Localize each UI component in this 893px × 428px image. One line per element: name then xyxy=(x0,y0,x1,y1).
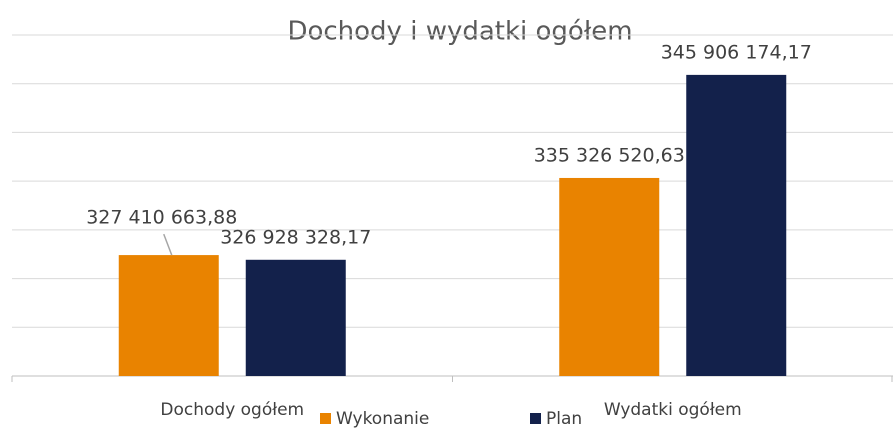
bar xyxy=(245,259,346,376)
legend-label: Wykonanie xyxy=(336,409,429,428)
x-tick-label: Dochody ogółem xyxy=(160,400,304,420)
bar xyxy=(118,255,219,376)
legend-swatch xyxy=(530,413,541,424)
bar xyxy=(686,74,787,376)
leader-line xyxy=(163,233,173,256)
data-label: 335 326 520,63 xyxy=(534,144,685,166)
legend-label: Plan xyxy=(546,409,582,428)
data-label: 345 906 174,17 xyxy=(661,41,812,63)
data-label: 326 928 328,17 xyxy=(220,226,371,248)
chart-title: Dochody i wydatki ogółem xyxy=(287,17,632,47)
data-label: 327 410 663,88 xyxy=(86,207,237,229)
bar xyxy=(559,177,660,376)
legend-swatch xyxy=(320,413,331,424)
x-tick-label: Wydatki ogółem xyxy=(604,400,742,420)
